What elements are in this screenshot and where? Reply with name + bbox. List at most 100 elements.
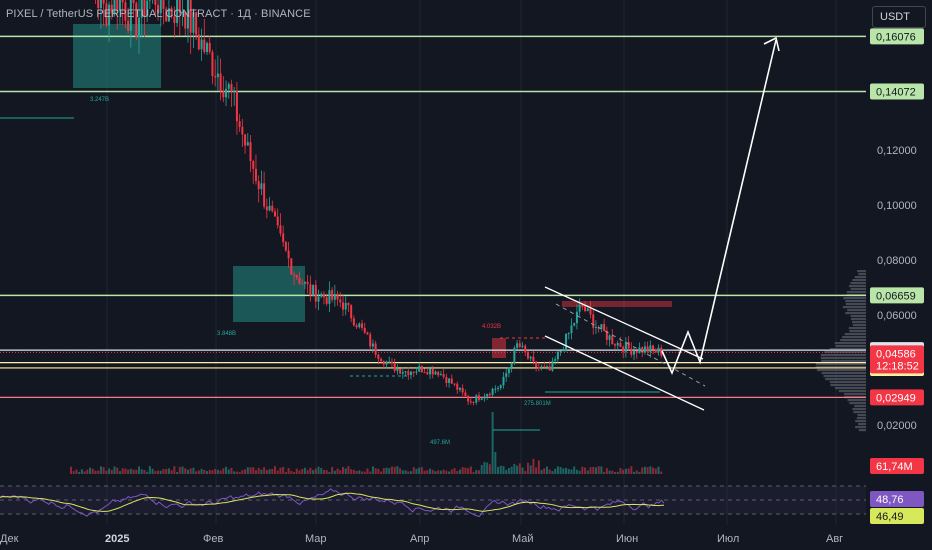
volume-bar: [565, 467, 568, 474]
svg-text:12:18:52: 12:18:52: [876, 360, 919, 372]
currency-button[interactable]: USDT: [872, 6, 926, 28]
profile-bar: [820, 357, 866, 360]
volume-bar: [306, 470, 309, 474]
profile-bar: [842, 306, 866, 309]
price-axis[interactable]: 0,12000 0,10000 0,08000 0,06000 0,02000: [877, 145, 917, 432]
candle: [575, 304, 578, 330]
svg-text:0,02949: 0,02949: [876, 392, 916, 404]
volume-bar: [86, 469, 89, 474]
candle: [113, 0, 116, 17]
candle: [597, 325, 600, 333]
candle: [616, 340, 619, 351]
candle: [352, 315, 355, 327]
candle: [99, 0, 102, 29]
candle: [649, 340, 652, 358]
volume-bar: [216, 469, 219, 474]
svg-text:61,74M: 61,74M: [876, 461, 913, 473]
candle: [216, 55, 219, 91]
candle: [312, 284, 315, 297]
candle: [660, 344, 663, 358]
volume-bar: [469, 466, 472, 474]
profile-bar: [821, 372, 866, 375]
volume-bar: [420, 467, 423, 474]
candle: [246, 132, 249, 146]
candles: [95, 0, 663, 406]
candle: [548, 360, 551, 371]
volume-bar: [276, 470, 279, 474]
volume-bar: [475, 469, 478, 474]
volume-bar: [94, 470, 97, 474]
candle: [453, 383, 456, 387]
candle: [146, 0, 149, 23]
volume-bar: [127, 469, 130, 474]
volume-bar: [439, 470, 442, 474]
profile-bar: [854, 276, 866, 279]
volume-bar: [505, 469, 508, 474]
volume-bar: [380, 471, 383, 474]
profile-bar: [855, 420, 866, 423]
candle: [461, 384, 464, 396]
profile-bar: [834, 387, 866, 390]
volume-bar: [442, 469, 445, 474]
volume-bar: [377, 468, 380, 474]
volume-bar: [589, 467, 592, 474]
volume-bar: [165, 469, 168, 474]
volume-bar: [358, 470, 361, 474]
volume-bar: [540, 469, 543, 474]
candle: [102, 0, 105, 27]
candle: [105, 0, 108, 28]
profile-bar: [850, 282, 866, 285]
volume-bar: [643, 466, 646, 474]
volume-bar: [113, 466, 116, 474]
candle: [225, 80, 228, 107]
candle: [589, 300, 592, 319]
volume-bar: [410, 471, 412, 474]
candle: [565, 332, 568, 352]
volume-bar: [75, 469, 78, 474]
candle: [420, 365, 423, 373]
candle: [129, 0, 132, 48]
profile-bar: [848, 285, 866, 288]
svg-text:0,14072: 0,14072: [876, 87, 916, 99]
volume-bar: [600, 466, 603, 474]
candle: [252, 159, 255, 184]
svg-text:0,16076: 0,16076: [876, 31, 916, 43]
volume-bar: [108, 468, 111, 474]
volume-bar: [176, 471, 179, 474]
candle: [254, 154, 257, 185]
symbol-title: PIXEL / TetherUS PERPETUAL CONTRACT · 1Д…: [6, 8, 311, 20]
volume-bar: [649, 466, 652, 474]
candle: [333, 284, 336, 307]
wedge-bottom-line: [544, 335, 705, 411]
candle: [532, 350, 535, 365]
volume-bar: [352, 469, 355, 474]
candle: [127, 7, 130, 34]
volume-bar: [486, 462, 489, 474]
candle: [439, 370, 442, 376]
volume-bar: [331, 467, 334, 474]
time-axis[interactable]: Дек 2025 Фев Мар Апр Май Июн Июл Авг: [0, 533, 843, 545]
candle: [306, 274, 309, 294]
profile-bar: [838, 390, 866, 393]
volume-bar: [225, 466, 228, 474]
profile-bar: [840, 339, 866, 342]
profile-bar: [847, 309, 866, 312]
candle: [339, 292, 342, 308]
svg-text:46,49: 46,49: [876, 511, 904, 523]
volume-bar: [235, 471, 238, 474]
profile-bar: [857, 270, 866, 273]
volume-bar: [89, 467, 92, 474]
volume-bar: [363, 471, 366, 474]
candle: [249, 134, 252, 173]
candle: [181, 0, 184, 27]
profile-bar: [846, 291, 866, 294]
volume-bar: [635, 470, 638, 474]
candle: [480, 397, 483, 401]
annotation-vol-1: 3.247B: [90, 97, 109, 103]
volume-bar: [140, 469, 143, 474]
candle: [110, 0, 113, 20]
candle: [630, 342, 633, 358]
candle: [241, 118, 244, 147]
candle: [399, 368, 402, 375]
